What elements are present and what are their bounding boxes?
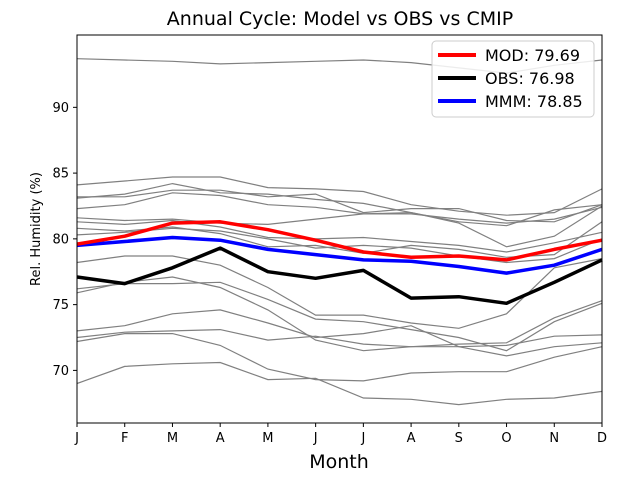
x-tick-label: J <box>360 431 365 446</box>
legend: MOD: 79.69 OBS: 76.98 MMM: 78.85 <box>431 40 595 118</box>
y-tick-label: 80 <box>52 232 69 247</box>
y-axis-ticks: 70 75 80 85 90 <box>52 101 77 379</box>
plot-frame <box>76 34 603 424</box>
x-tick-label: A <box>216 431 225 446</box>
legend-label: OBS: 76.98 <box>485 69 575 88</box>
cmip-lines <box>76 58 603 406</box>
cmip-line-6 <box>76 205 603 248</box>
x-tick-label: J <box>74 431 79 446</box>
cmip-line-15 <box>76 333 603 382</box>
x-tick-label: O <box>501 431 511 446</box>
cmip-line-12 <box>76 276 603 352</box>
cmip-line-7 <box>76 219 603 253</box>
cmip-line-16 <box>76 361 603 406</box>
cmip-line-4 <box>77 189 603 223</box>
x-tick-label: J <box>313 431 318 446</box>
y-tick-label: 90 <box>52 101 69 116</box>
x-tick-label: M <box>167 431 178 446</box>
legend-label: MOD: 79.69 <box>485 46 580 65</box>
cmip-line-2 <box>76 176 603 216</box>
cmip-line-5 <box>76 192 603 224</box>
cmip-line-11 <box>76 281 603 352</box>
x-tick-label: F <box>121 431 128 446</box>
chart-title: Annual Cycle: Model vs OBS vs CMIP <box>167 8 513 30</box>
cmip-line-14 <box>76 328 603 348</box>
series-line-mmm <box>76 235 603 275</box>
main-lines <box>76 220 603 306</box>
series-line-obs <box>76 246 603 306</box>
x-tick-label: N <box>549 431 559 446</box>
x-tick-label: M <box>262 431 273 446</box>
legend-box <box>431 40 595 118</box>
cmip-line-10 <box>76 255 603 329</box>
series-line-mod <box>76 220 603 262</box>
y-axis-label: Rel. Humidity (%) <box>29 172 44 286</box>
x-tick-label: S <box>455 431 463 446</box>
x-tick-label: A <box>407 431 416 446</box>
x-axis-label: Month <box>309 451 369 473</box>
y-tick-label: 70 <box>52 364 69 379</box>
y-tick-label: 85 <box>52 167 69 182</box>
legend-label: MMM: 78.85 <box>485 92 583 111</box>
cmip-line-13 <box>76 309 603 357</box>
cmip-line-3 <box>76 182 603 227</box>
x-tick-label: D <box>597 431 607 446</box>
y-tick-label: 75 <box>52 298 69 313</box>
